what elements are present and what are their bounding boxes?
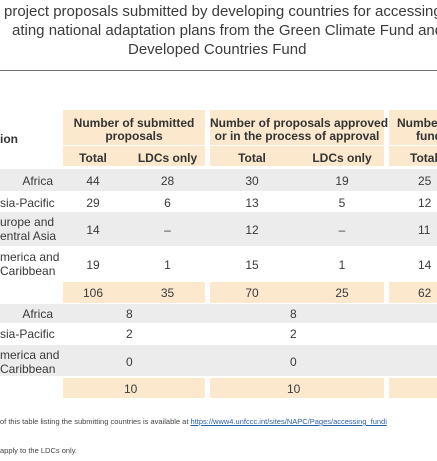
value-cell: 19 bbox=[335, 174, 349, 188]
title-rule bbox=[0, 70, 437, 71]
title-line-2: ating national adaptation plans from the… bbox=[12, 22, 437, 39]
header-band-submitted bbox=[63, 110, 205, 166]
subhdr-approved-ldcs: LDCs only bbox=[312, 151, 372, 165]
total-band bbox=[63, 282, 205, 303]
table-row bbox=[0, 304, 437, 323]
subhdr-funded-total: Total bbox=[410, 151, 437, 165]
region-cell-l1: merica and bbox=[0, 250, 60, 264]
value-cell: 25 bbox=[418, 174, 432, 188]
table-row bbox=[0, 169, 437, 191]
title-line-3: Developed Countries Fund bbox=[128, 41, 307, 58]
value-cell: 44 bbox=[86, 174, 100, 188]
region-cell: sia-Pacific bbox=[0, 327, 55, 341]
value-cell: 8 bbox=[290, 307, 297, 321]
value-cell: 5 bbox=[338, 196, 346, 210]
region-cell-l2: entral Asia bbox=[0, 229, 57, 243]
group-approved-l2: or in the process of approval bbox=[214, 129, 380, 143]
total-value: 62 bbox=[418, 286, 432, 300]
group-submitted-l1: Number of submitted bbox=[73, 116, 195, 130]
value-cell: 28 bbox=[160, 174, 175, 188]
value-cell: 11 bbox=[418, 223, 431, 237]
region-cell: Africa bbox=[22, 174, 53, 188]
region-cell: sia-Pacific bbox=[0, 196, 55, 210]
total-band bbox=[210, 282, 384, 303]
value-cell: 30 bbox=[245, 174, 259, 188]
total-band bbox=[389, 282, 437, 303]
group-funded-l2: fund bbox=[416, 129, 437, 143]
subhdr-submitted-total: Total bbox=[79, 151, 107, 165]
value-cell: 13 bbox=[245, 196, 259, 210]
total-value: 10 bbox=[287, 382, 301, 396]
total-band bbox=[63, 378, 205, 398]
value-cell: 15 bbox=[245, 258, 259, 272]
footnote-2: apply to the LDCs only. bbox=[0, 446, 77, 455]
value-cell: 6 bbox=[164, 196, 171, 210]
title-line-1: project proposals submitted by developin… bbox=[4, 3, 437, 20]
region-cell-l1: merica and bbox=[0, 348, 60, 362]
header-divider bbox=[210, 145, 384, 146]
table-row bbox=[0, 345, 437, 376]
value-cell: 29 bbox=[86, 196, 100, 210]
group-submitted-l2: proposals bbox=[105, 129, 163, 143]
value-cell: 0 bbox=[290, 355, 297, 369]
header-band-funded bbox=[389, 110, 437, 166]
subhdr-approved-total: Total bbox=[238, 151, 266, 165]
subhdr-submitted-ldcs: LDCs only bbox=[137, 151, 198, 165]
row-header-label: ion bbox=[0, 132, 18, 146]
header-band-approved bbox=[210, 110, 384, 166]
total-band bbox=[389, 378, 437, 398]
value-cell: 0 bbox=[126, 355, 133, 369]
value-cell: 14 bbox=[86, 223, 100, 237]
footnote-1: of this table listing the submitting cou… bbox=[0, 417, 387, 426]
total-value: 106 bbox=[82, 286, 104, 300]
header-divider bbox=[389, 145, 437, 146]
value-cell: 2 bbox=[290, 327, 297, 341]
region-cell: Africa bbox=[22, 307, 53, 321]
region-cell-l2: Caribbean bbox=[0, 264, 56, 278]
table-row bbox=[0, 212, 437, 246]
group-funded-l1: Numbe bbox=[397, 116, 437, 130]
footnote-link[interactable]: https://www4.unfccc.int/sites/NAPC/Pages… bbox=[190, 417, 387, 426]
total-value: 70 bbox=[245, 286, 259, 300]
region-cell-l2: Caribbean bbox=[0, 362, 56, 376]
region-cell-l1: urope and bbox=[0, 215, 55, 229]
value-cell: 14 bbox=[418, 258, 432, 272]
value-cell: – bbox=[164, 223, 171, 237]
total-value: 10 bbox=[124, 382, 138, 396]
value-cell: 2 bbox=[126, 327, 133, 341]
value-cell: 19 bbox=[86, 258, 100, 272]
value-cell: – bbox=[338, 223, 346, 237]
total-value: 35 bbox=[160, 286, 175, 300]
value-cell: 1 bbox=[164, 258, 171, 272]
total-value: 25 bbox=[335, 286, 349, 300]
value-cell: 12 bbox=[418, 196, 432, 210]
value-cell: 12 bbox=[245, 223, 259, 237]
value-cell: 8 bbox=[126, 307, 133, 321]
header-divider bbox=[63, 145, 205, 146]
total-band bbox=[210, 378, 384, 398]
footnote-1-text: of this table listing the submitting cou… bbox=[0, 417, 191, 426]
value-cell: 1 bbox=[338, 258, 346, 272]
group-approved-l1: Number of proposals approved bbox=[210, 116, 389, 130]
